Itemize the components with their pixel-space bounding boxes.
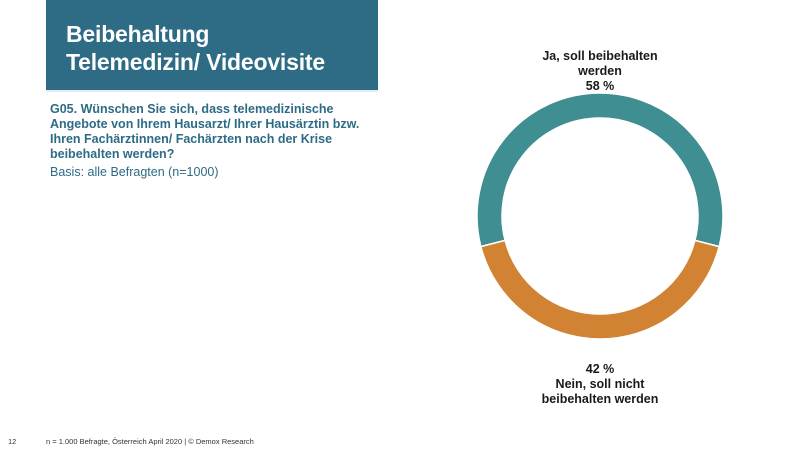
donut-slice-ja <box>476 92 724 248</box>
label-ja-line-1: Ja, soll beibehalten <box>542 49 658 63</box>
label-ja-line-2: werden <box>578 64 622 78</box>
label-nein-line-1: Nein, soll nicht <box>555 377 645 391</box>
question-line-3: Ihren Fachärztinnen/ Fachärzten nach der… <box>50 132 333 146</box>
label-nein-line-2: beibehalten werden <box>541 392 659 406</box>
data-label-ja-value: 58 % <box>585 79 615 93</box>
page-number: 12 <box>8 437 17 446</box>
survey-question: G05. Wünschen Sie sich, dass telemedizin… <box>50 102 390 162</box>
donut-slice-nein <box>479 239 721 340</box>
data-label-nein-value: 42 % <box>585 362 615 376</box>
legend-label-ja: Ja, soll beibehalten werden 58 % <box>520 49 680 94</box>
question-line-2: Angebote von Ihrem Hausarzt/ Ihrer Hausä… <box>50 117 360 131</box>
page-title-line-1: Beibehaltung <box>66 21 210 47</box>
sample-basis: Basis: alle Befragten (n=1000) <box>50 165 219 179</box>
legend-label-nein: 42 % Nein, soll nicht beibehalten werden <box>520 362 680 407</box>
page-title-line-2: Telemedizin/ Videovisite <box>66 49 325 75</box>
question-line-1: G05. Wünschen Sie sich, dass telemedizin… <box>50 102 334 116</box>
question-line-4: beibehalten werden? <box>50 147 175 161</box>
source-note: n = 1.000 Befragte, Österreich April 202… <box>46 437 254 446</box>
title-banner: Beibehaltung Telemedizin/ Videovisite <box>46 0 378 92</box>
